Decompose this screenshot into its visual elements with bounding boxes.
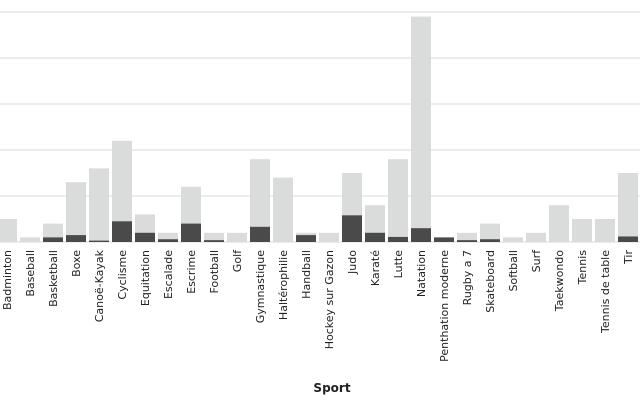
x-tick-labels: Badminton Baseball Basketball Boxe Canoë-Kay… xyxy=(1,249,635,362)
x-tick-label: Penthation moderne xyxy=(438,250,451,362)
bar-foreground xyxy=(296,235,316,242)
x-tick-label: Skateboard xyxy=(484,250,497,313)
x-axis-title: Sport xyxy=(313,381,350,395)
x-tick-label: Escalade xyxy=(162,250,175,299)
x-tick-label: Cyclisme xyxy=(116,250,129,300)
bar-background xyxy=(66,182,86,242)
bar-foreground xyxy=(618,236,638,242)
x-tick-label: Equitation xyxy=(139,250,152,306)
x-tick-label: Boxe xyxy=(70,250,83,277)
bar-background xyxy=(250,159,270,242)
x-tick-label: Natation xyxy=(415,250,428,297)
bar-background xyxy=(112,140,132,242)
bar-foreground xyxy=(411,228,431,242)
x-tick-label: Tir xyxy=(622,250,635,265)
bar-background xyxy=(273,177,293,242)
bar-foreground xyxy=(480,239,500,242)
background-bars xyxy=(0,16,638,242)
bar-background xyxy=(411,16,431,242)
bar-background xyxy=(319,232,339,242)
bar-background xyxy=(158,232,178,242)
x-tick-label: Hockey sur Gazon xyxy=(323,250,336,349)
bar-background xyxy=(388,159,408,242)
bar-foreground xyxy=(43,237,63,242)
bar-background xyxy=(549,205,569,242)
bar-foreground xyxy=(388,236,408,242)
bar-background xyxy=(457,232,477,242)
x-tick-label: Lutte xyxy=(392,250,405,279)
foreground-bars xyxy=(43,215,638,242)
bar-foreground xyxy=(250,226,270,242)
x-tick-label: Haltérophilie xyxy=(277,250,290,320)
x-tick-label: Tennis de table xyxy=(599,250,612,334)
bar-foreground xyxy=(135,232,155,242)
bar-foreground xyxy=(457,240,477,242)
x-tick-label: Golf xyxy=(231,249,244,272)
bar-foreground xyxy=(434,237,454,242)
bar-foreground xyxy=(66,235,86,242)
bar-foreground xyxy=(342,215,362,242)
x-tick-label: Gymnastique xyxy=(254,250,267,324)
bar-foreground xyxy=(158,239,178,242)
bar-background xyxy=(204,232,224,242)
x-tick-label: Football xyxy=(208,250,221,294)
x-tick-label: Taekwondo xyxy=(553,250,566,312)
bar-foreground xyxy=(112,221,132,242)
x-tick-label: Escrime xyxy=(185,250,198,294)
x-tick-label: Judo xyxy=(346,250,359,275)
x-tick-label: Softball xyxy=(507,250,520,292)
x-tick-label: Baseball xyxy=(24,250,37,297)
bar-background xyxy=(480,223,500,242)
bar-background xyxy=(526,232,546,242)
x-tick-label: Karaté xyxy=(369,250,382,286)
x-tick-label: Basketball xyxy=(47,250,60,307)
bar-background xyxy=(572,219,592,242)
x-tick-label: Handball xyxy=(300,250,313,299)
bar-background xyxy=(89,168,109,242)
bar-foreground xyxy=(181,223,201,242)
x-tick-label: Rugby a 7 xyxy=(461,250,474,305)
x-tick-label: Canoë-Kayak xyxy=(93,249,106,322)
bar-foreground xyxy=(365,232,385,242)
bar-background xyxy=(618,173,638,242)
bar-background xyxy=(0,219,17,242)
bar-foreground xyxy=(204,240,224,242)
x-tick-label: Surf xyxy=(530,249,543,272)
bar-background xyxy=(503,237,523,242)
bar-foreground xyxy=(89,240,109,242)
bar-background xyxy=(20,237,40,242)
bar-background xyxy=(227,232,247,242)
bar-background xyxy=(595,219,615,242)
x-tick-label: Badminton xyxy=(1,250,14,310)
x-tick-label: Tennis xyxy=(576,250,589,286)
